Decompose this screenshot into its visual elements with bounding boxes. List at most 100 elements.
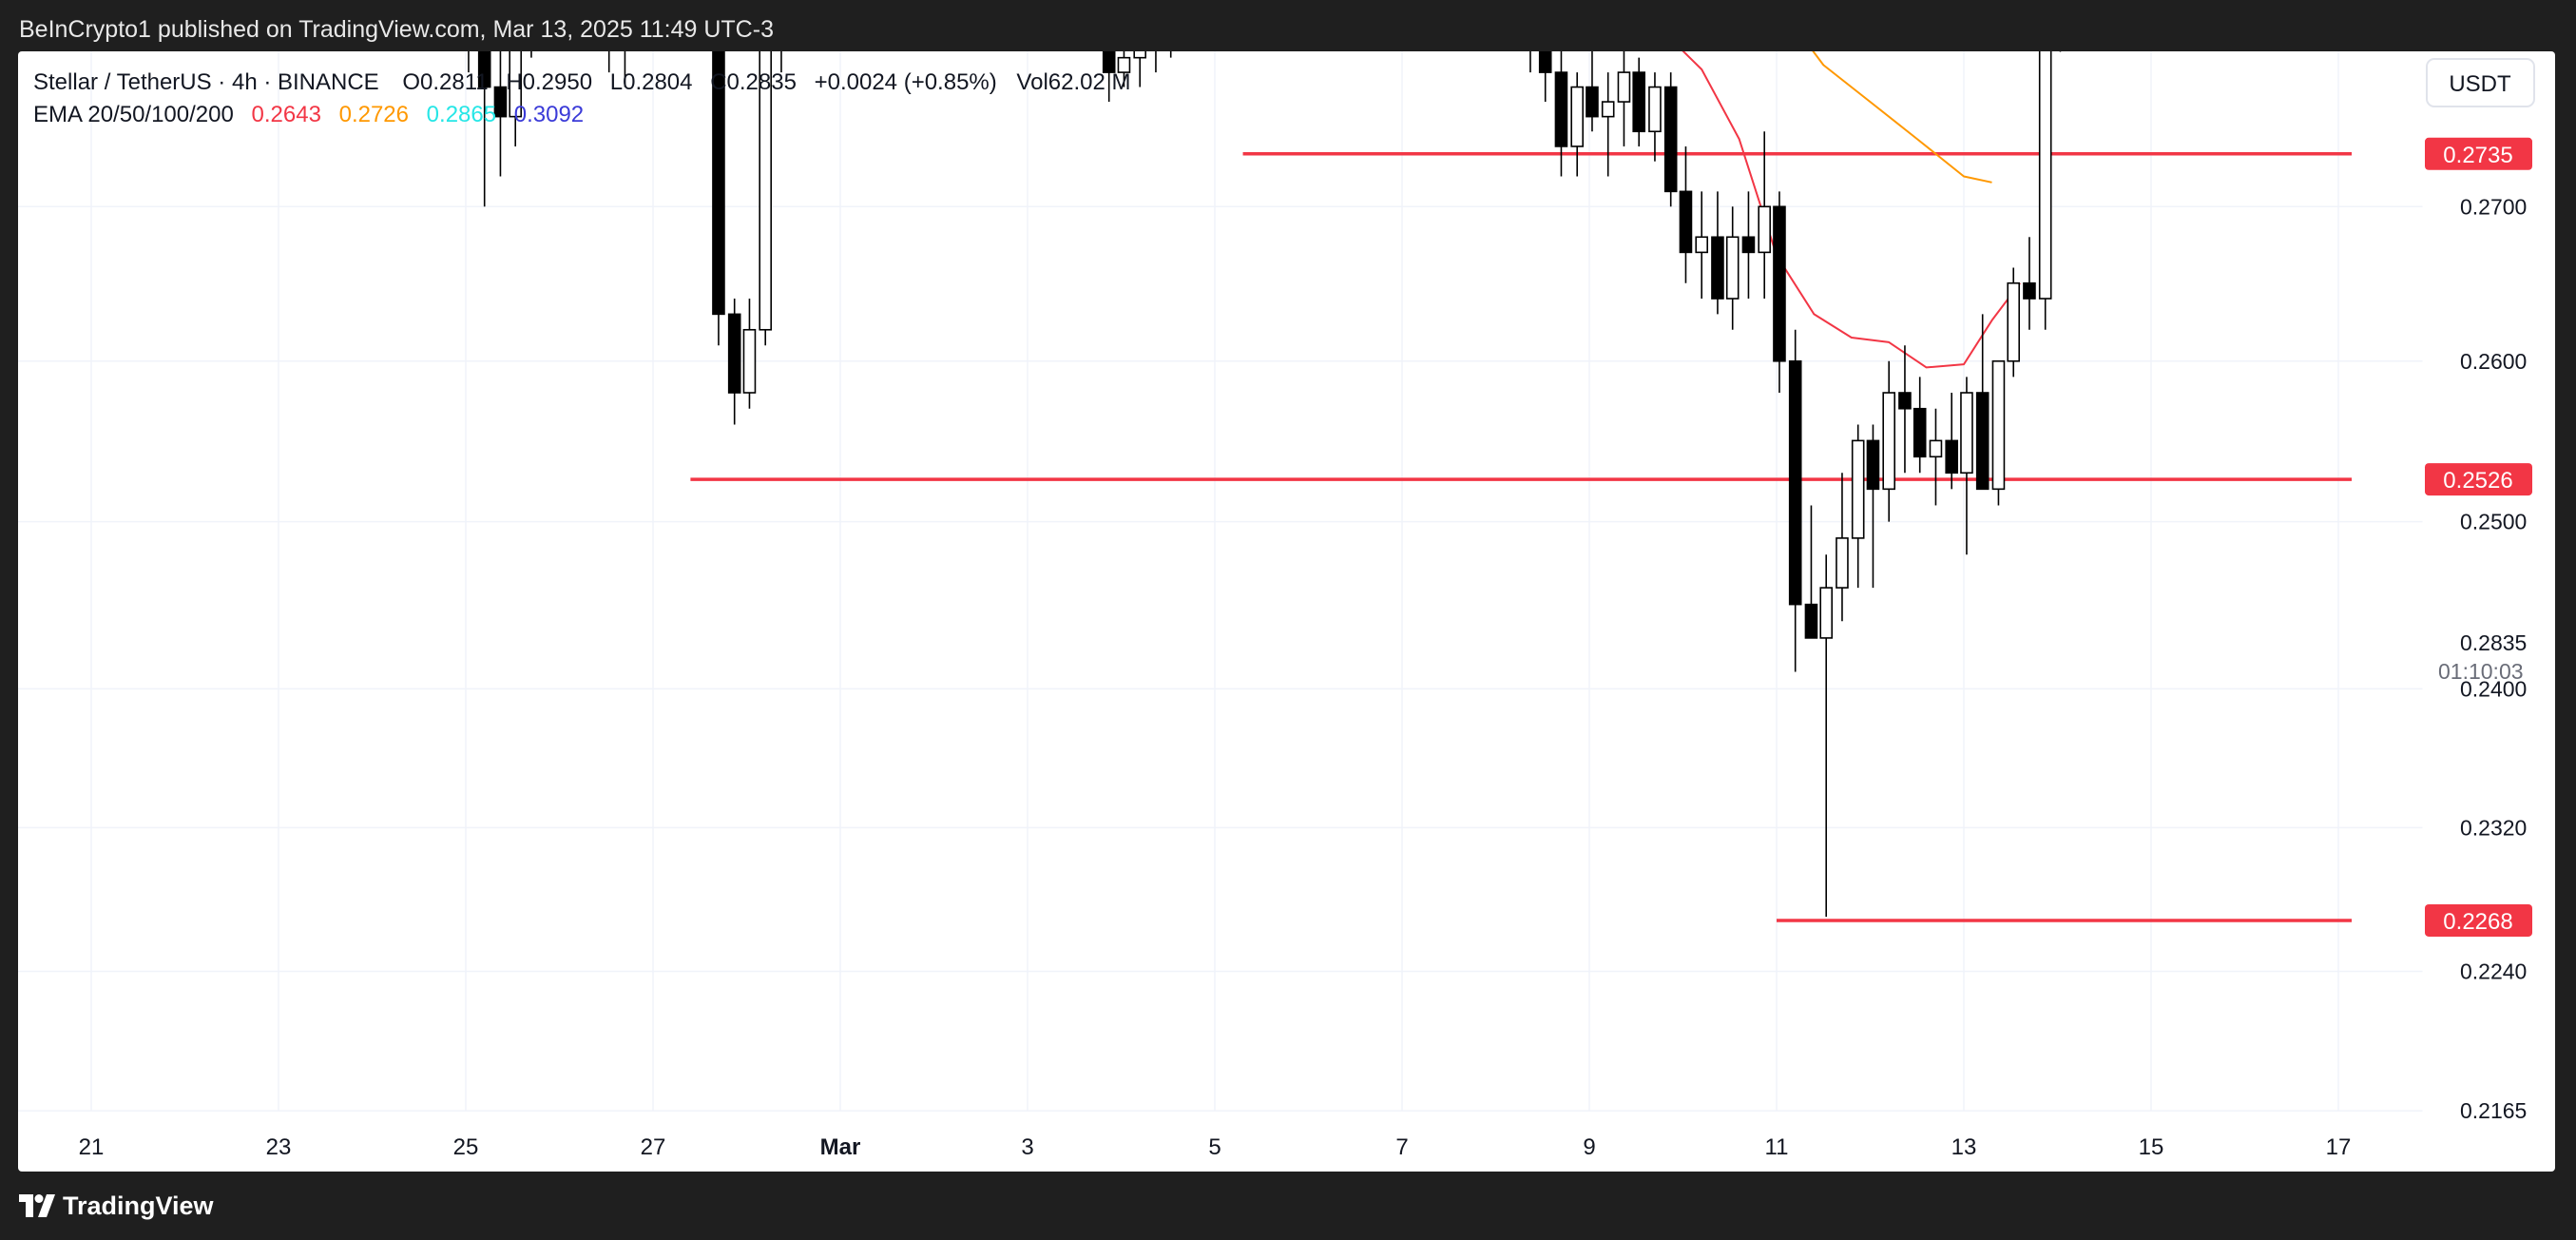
candle-body — [1991, 359, 2006, 491]
x-tick-label: Mar — [820, 1134, 861, 1160]
svg-text:Stellar / TetherUS · 4h · BINA: Stellar / TetherUS · 4h · BINANCE O0.281… — [33, 69, 1131, 95]
x-tick-label: 17 — [2326, 1134, 2352, 1160]
candle-body — [1975, 392, 1990, 491]
ohlc-open: O0.2811 — [402, 69, 488, 95]
x-tick-label: 9 — [1583, 1134, 1595, 1160]
candle-body — [1758, 205, 1771, 254]
x-tick-label: 21 — [79, 1134, 105, 1160]
candle-body — [742, 328, 757, 394]
publisher-text: BeInCrypto1 published on TradingView.com… — [19, 16, 774, 43]
candle-body — [1741, 236, 1756, 254]
candle-body — [1648, 86, 1662, 133]
x-tick-label: 27 — [641, 1134, 666, 1160]
candle-body — [493, 86, 508, 118]
ema-line-1 — [1682, 51, 2021, 369]
ema-label: EMA 20/50/100/200 — [33, 102, 234, 127]
y-tick-label: 0.2700 — [2460, 194, 2527, 219]
candle-body — [1617, 71, 1631, 103]
candle-body — [1882, 392, 1895, 491]
candle-body — [1601, 101, 1615, 118]
footer-brand: TradingView — [63, 1192, 214, 1220]
candle-body — [1773, 205, 1786, 362]
candle-body — [727, 313, 741, 394]
currency-label: USDT — [2449, 71, 2511, 97]
ema50-value: 0.2726 — [339, 102, 409, 127]
candlesticks — [468, 51, 2062, 918]
candle-body — [477, 51, 491, 88]
candle-body — [1945, 439, 1958, 475]
candle-body — [1570, 86, 1584, 147]
x-tick-label: 7 — [1395, 1134, 1408, 1160]
volume: Vol62.02 M — [1016, 69, 1130, 95]
ohlc-close: C0.2835 — [710, 69, 797, 95]
x-tick-label: 5 — [1208, 1134, 1221, 1160]
support-price-tag — [2425, 137, 2532, 170]
candle-body — [1538, 51, 1552, 73]
countdown-label: 01:10:03 — [2438, 659, 2524, 684]
candle-body — [2007, 281, 2021, 362]
ohlc-high: H0.2950 — [506, 69, 592, 95]
candle-body — [1929, 439, 1943, 458]
support-price-label: 0.2526 — [2443, 468, 2512, 494]
x-tick-label: 23 — [266, 1134, 292, 1160]
candle-body — [712, 51, 725, 316]
tradingview-logo-icon — [19, 1194, 55, 1217]
candle-body — [1695, 236, 1708, 254]
candle-body — [1679, 190, 1693, 254]
symbol-name: Stellar / TetherUS · 4h · BINANCE — [33, 69, 379, 95]
candle-body — [1819, 587, 1834, 639]
x-tick-label: 13 — [1951, 1134, 1977, 1160]
ema20-value: 0.2643 — [252, 102, 321, 127]
candle-body — [1851, 439, 1865, 539]
candle-body — [1960, 392, 1973, 475]
y-tick-label: 0.2320 — [2460, 815, 2527, 840]
candle-body — [1711, 236, 1724, 300]
candle-body — [1866, 439, 1880, 491]
candle-body — [2023, 281, 2036, 300]
y-tick-label: 0.2165 — [2460, 1098, 2527, 1123]
candle-body — [1632, 71, 1646, 133]
publisher-bar: BeInCrypto1 published on TradingView.com… — [0, 0, 2576, 51]
candle-body — [2038, 51, 2052, 300]
support-price-label: 0.2268 — [2443, 909, 2512, 935]
last-price-label: 0.2835 — [2460, 630, 2527, 655]
y-tick-label: 0.2600 — [2460, 349, 2527, 374]
ema200-value: 0.3092 — [514, 102, 584, 127]
price-axis[interactable]: 0.2165 0.2240 0.2320 0.2400 0.2500 0.2600 0.27… — [2422, 51, 2527, 1172]
candle-body — [1804, 603, 1818, 639]
ema100-value: 0.2865 — [427, 102, 496, 127]
support-price-label: 0.2735 — [2443, 143, 2512, 168]
candle-body — [1836, 537, 1849, 589]
x-tick-label: 3 — [1021, 1134, 1033, 1160]
support-price-tag — [2425, 463, 2532, 496]
candle-body — [1586, 86, 1599, 118]
grid — [18, 51, 2423, 1112]
candle-body — [1133, 51, 1146, 59]
candle-body — [1102, 51, 1116, 73]
candle-body — [759, 51, 773, 331]
x-tick-label: 25 — [453, 1134, 479, 1160]
ohlc-change: +0.0024 (+0.85%) — [815, 69, 997, 95]
time-axis[interactable]: 21 23 25 27 Mar 3 5 7 9 11 13 15 17 — [79, 1134, 2352, 1160]
candle-body — [1725, 236, 1740, 300]
support-price-tag — [2425, 903, 2532, 937]
symbol-legend: Stellar / TetherUS · 4h · BINANCE O0.281… — [33, 69, 1131, 127]
y-tick-label: 0.2240 — [2460, 959, 2527, 983]
currency-button[interactable]: USDT — [2426, 58, 2535, 107]
candle-body — [1663, 86, 1678, 193]
candle-body — [1788, 359, 1802, 606]
y-tick-label: 0.2400 — [2460, 676, 2527, 701]
candle-body — [1913, 407, 1927, 458]
candle-body — [1554, 71, 1568, 147]
x-tick-label: 11 — [1765, 1134, 1789, 1160]
ohlc-low: L0.2804 — [610, 69, 693, 95]
candle-body — [509, 51, 523, 118]
candle-body — [1898, 392, 1912, 410]
candle-body — [1117, 56, 1131, 73]
ema-lines — [1682, 51, 2021, 369]
y-tick-label: 0.2500 — [2460, 510, 2527, 534]
svg-text:EMA 20/50/100/200 0.26: EMA 20/50/100/200 0.2643 0.2726 0.2865 0… — [33, 102, 584, 127]
